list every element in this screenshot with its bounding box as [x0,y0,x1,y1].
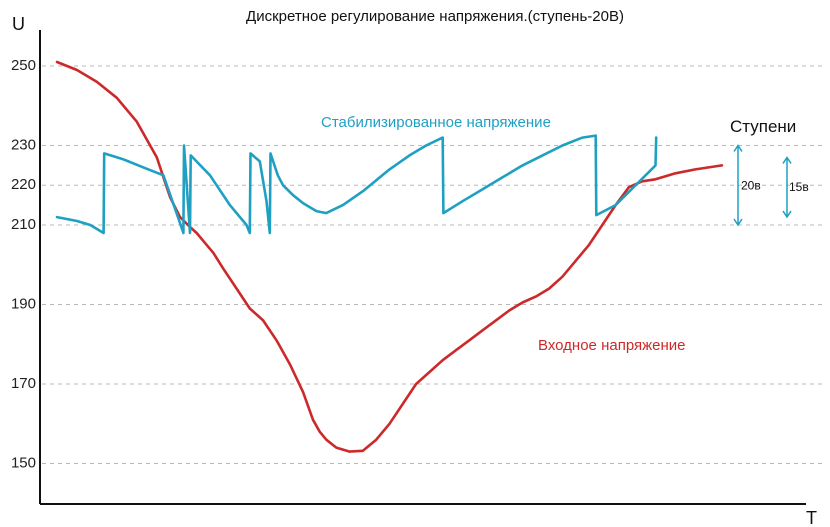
steps-title: Ступени [730,117,796,136]
y-axis-label: U [12,14,25,34]
stabilized-series-label: Стабилизированное напряжение [321,114,551,131]
y-tick-label-150: 150 [11,454,36,471]
y-tick-label-250: 250 [11,57,36,74]
series-lines [55,60,724,453]
y-tick-label-210: 210 [11,216,36,233]
step-arrow-head-top-1 [782,156,792,164]
step-label-1: 15в [789,180,809,194]
y-tick-label-190: 190 [11,295,36,312]
y-tick-label-170: 170 [11,375,36,392]
step-arrow-head-top-0 [733,144,743,152]
step-indicators: 20в 15в [733,144,809,227]
step-label-0: 20в [741,178,761,192]
step-arrow-head-bottom-1 [782,210,792,219]
input-series-label: Входное напряжение [538,337,686,354]
y-tick-label-230: 230 [11,136,36,153]
grid-lines [42,65,822,464]
step-range-0: 20в [733,144,761,227]
stabilized-voltage-line [55,134,658,235]
step-arrow-head-bottom-0 [733,218,743,227]
y-tick-labels: 150 170 190 210 220 230 250 [11,57,36,472]
x-axis-label: T [806,508,817,527]
y-tick-label-220: 220 [11,176,36,193]
chart-title: Дискретное регулирование напряжения.(сту… [246,8,624,25]
step-range-1: 15в [782,156,809,219]
